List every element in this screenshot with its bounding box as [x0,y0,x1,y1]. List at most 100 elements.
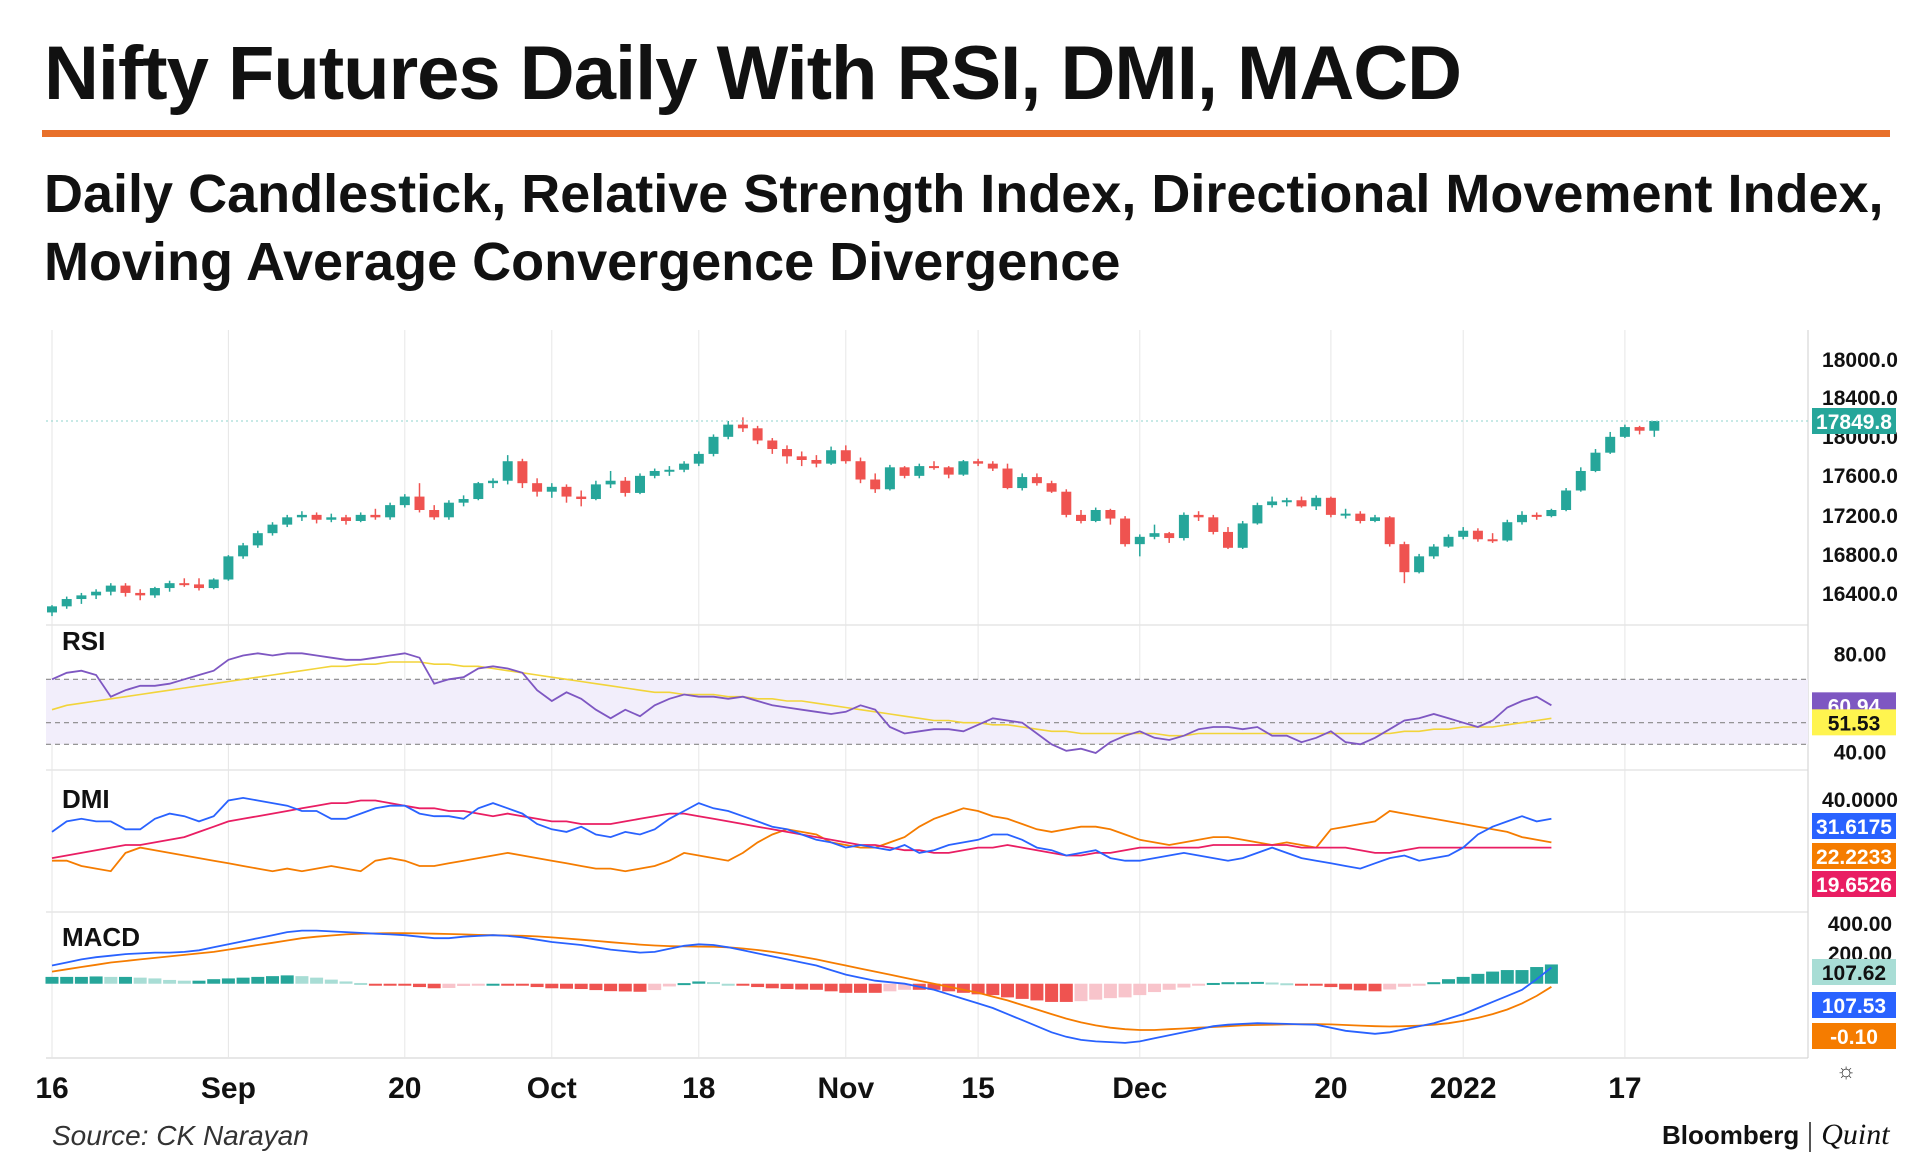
chart-title: Nifty Futures Daily With RSI, DMI, MACD [44,31,1462,116]
candle-body [1252,505,1263,524]
candle-body [561,486,572,497]
candle-body [1502,522,1513,541]
candle-body [194,584,204,589]
candle-body [1619,427,1630,437]
macd-histogram-bar [368,983,382,986]
macd-histogram-bar [442,983,456,988]
dmi-adx-line [52,807,1552,873]
candle-body [473,483,484,500]
macd-histogram-bar [824,983,838,992]
candle-body [252,533,263,546]
candle-body [1193,514,1204,518]
rsi-ma-value-badge-bg [1812,709,1896,736]
macd-histogram-bar [89,976,103,984]
candle-body [1531,514,1542,517]
candle-body [943,467,954,475]
candle-body [973,461,984,464]
candle-body [1164,533,1175,539]
macd-histogram-badge-bg [1812,959,1896,985]
macd-histogram-bar [1074,983,1088,1002]
macd-histogram-bar [471,983,485,986]
macd-histogram-bar [883,983,897,992]
macd-histogram-bar [839,983,853,993]
candle-body [782,449,792,457]
rsi-label: RSI [62,626,105,656]
price-axis-tick: 17200.0 [1822,505,1898,528]
x-axis-tick-label: 18 [682,1072,715,1105]
macd-histogram-bar [280,975,294,984]
price-axis-tick: 18000.0 [1822,349,1898,372]
candle-body [208,579,219,589]
candle-body [767,440,778,450]
candle-body [341,517,351,521]
macd-histogram-bar [927,983,941,990]
macd-histogram-bar [266,976,279,984]
candle-body [179,583,190,586]
macd-histogram-bar [163,979,177,984]
macd-histogram-bar [809,983,823,990]
macd-histogram-bar [45,976,59,984]
macd-histogram-bar [574,983,588,990]
rsi-ma-value-badge: 51.53 [1828,712,1881,735]
macd-histogram-bar [501,983,515,986]
candle-body [120,585,131,593]
candle-body [1458,530,1469,537]
x-axis-tick-label: Oct [527,1072,577,1105]
macd-histogram-bar [1397,983,1411,987]
macd-histogram-bar [986,983,1000,996]
price-axis-tick: 16400.0 [1822,583,1898,606]
candle-body [267,524,278,534]
macd-histogram-bar [1456,976,1470,984]
candle-body [929,466,939,469]
macd-histogram-bar [589,983,603,991]
rsi-ma-line [51,661,1552,737]
candle-body [1311,497,1322,507]
macd-histogram-bar [1250,981,1264,984]
candle-body [1120,518,1131,545]
macd-histogram-bar [1236,982,1250,985]
macd-histogram-bar [662,983,676,987]
candle-body [1472,530,1483,540]
macd-histogram-bar [971,983,985,995]
candle-body [693,453,704,464]
price-axis-tick: 16800.0 [1822,544,1898,567]
macd-histogram-bar [1309,983,1323,986]
title-rule [42,130,1890,137]
macd-histogram-bar [751,983,765,988]
x-axis-tick-label: Dec [1112,1072,1167,1105]
macd-histogram-bar [1295,983,1308,986]
candle-body [840,450,851,462]
candle-body [1223,531,1233,548]
candle-body [811,460,822,464]
candle-body [399,496,410,506]
macd-histogram-bar [295,976,309,984]
candle-body [546,486,557,492]
dmi-minus-line [51,799,1552,859]
candle-body [1575,470,1586,491]
candle-body [135,592,146,596]
macd-histogram-bar [74,976,88,984]
macd-histogram-bar [707,982,720,985]
settings-gear-icon[interactable]: ☼ [1836,1058,1857,1083]
macd-histogram-bar [1148,983,1161,993]
macd-histogram-bar [133,977,147,984]
macd-histogram-bar [1206,982,1220,985]
macd-histogram-bar [545,983,559,989]
macd-histogram-bar [780,983,794,990]
candle-body [1428,546,1439,557]
x-axis-tick-label: 15 [961,1072,994,1105]
macd-histogram-bar [413,983,426,988]
candle-body [1590,452,1601,471]
candle-body [1355,513,1366,521]
candle-body [1414,556,1425,573]
candle-body [1325,497,1336,515]
macd-histogram-bar [1059,983,1073,1002]
macd-histogram-bar [339,981,353,984]
x-axis-tick-label: 20 [1314,1072,1347,1105]
candle-body [590,484,601,500]
macd-histogram-bar [1192,983,1206,986]
candle-body [752,428,763,441]
dmi-minus-badge-bg [1812,871,1896,897]
candle-body [458,499,469,503]
candle-body [1546,510,1557,517]
